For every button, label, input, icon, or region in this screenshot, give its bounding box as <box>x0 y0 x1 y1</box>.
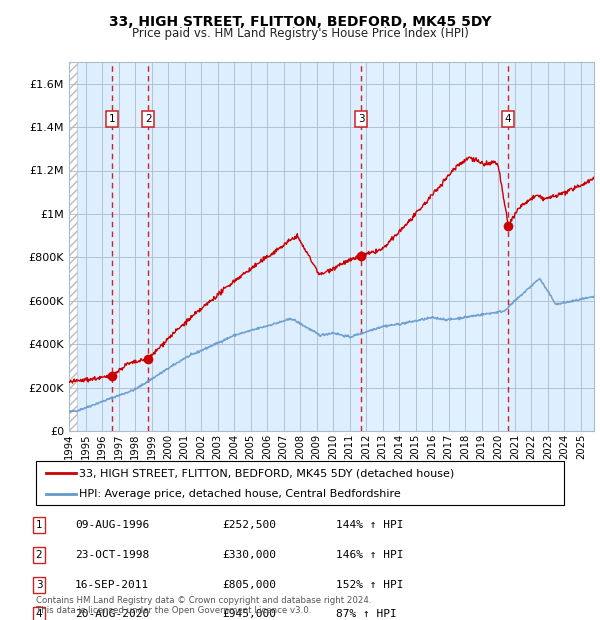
Text: 152% ↑ HPI: 152% ↑ HPI <box>336 580 404 590</box>
Text: £252,500: £252,500 <box>222 520 276 530</box>
Text: 33, HIGH STREET, FLITTON, BEDFORD, MK45 5DY: 33, HIGH STREET, FLITTON, BEDFORD, MK45 … <box>109 16 491 30</box>
Text: 20-AUG-2020: 20-AUG-2020 <box>75 609 149 619</box>
Text: HPI: Average price, detached house, Central Bedfordshire: HPI: Average price, detached house, Cent… <box>79 489 401 499</box>
Text: Contains HM Land Registry data © Crown copyright and database right 2024.
This d: Contains HM Land Registry data © Crown c… <box>36 596 371 615</box>
Text: 146% ↑ HPI: 146% ↑ HPI <box>336 550 404 560</box>
Text: 1: 1 <box>35 520 43 530</box>
Text: £805,000: £805,000 <box>222 580 276 590</box>
Text: 4: 4 <box>505 114 511 124</box>
Text: 2: 2 <box>35 550 43 560</box>
Text: 2: 2 <box>145 114 152 124</box>
Text: 09-AUG-1996: 09-AUG-1996 <box>75 520 149 530</box>
Bar <box>112 62 148 431</box>
Text: 23-OCT-1998: 23-OCT-1998 <box>75 550 149 560</box>
Text: 16-SEP-2011: 16-SEP-2011 <box>75 580 149 590</box>
Text: £945,000: £945,000 <box>222 609 276 619</box>
Text: Price paid vs. HM Land Registry's House Price Index (HPI): Price paid vs. HM Land Registry's House … <box>131 27 469 40</box>
Text: 87% ↑ HPI: 87% ↑ HPI <box>336 609 397 619</box>
FancyBboxPatch shape <box>36 461 564 505</box>
Bar <box>69 62 77 431</box>
Text: 144% ↑ HPI: 144% ↑ HPI <box>336 520 404 530</box>
Text: £330,000: £330,000 <box>222 550 276 560</box>
Bar <box>69 62 77 431</box>
Text: 3: 3 <box>35 580 43 590</box>
Bar <box>361 62 508 431</box>
Text: 33, HIGH STREET, FLITTON, BEDFORD, MK45 5DY (detached house): 33, HIGH STREET, FLITTON, BEDFORD, MK45 … <box>79 468 455 478</box>
Text: 4: 4 <box>35 609 43 619</box>
Text: 3: 3 <box>358 114 365 124</box>
Text: 1: 1 <box>109 114 115 124</box>
